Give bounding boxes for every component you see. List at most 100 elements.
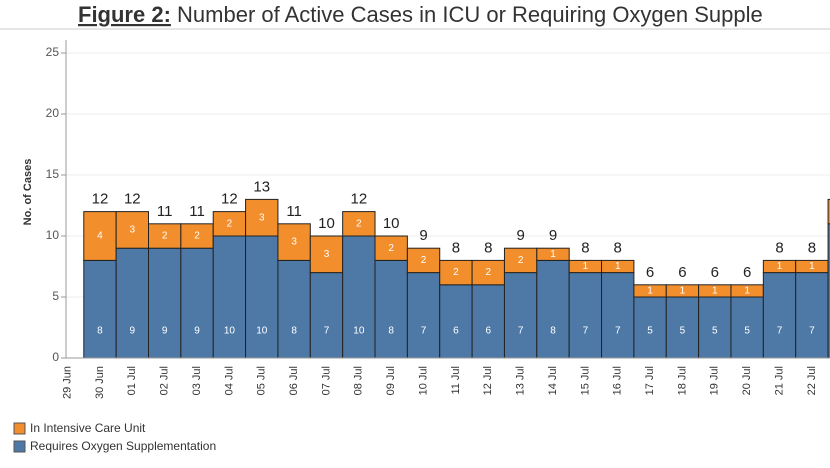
y-tick-label: 5 — [52, 289, 59, 303]
bar-segment — [439, 259, 473, 286]
bar-segment — [795, 272, 829, 359]
x-tick-label: 19 Jul — [709, 366, 721, 395]
total-label: 8 — [484, 239, 492, 256]
y-tick-label: 15 — [46, 167, 60, 181]
bar-segment — [471, 259, 505, 286]
y-axis-label: No. of Cases — [22, 159, 34, 226]
total-label: 6 — [678, 264, 686, 281]
segment-label: 1 — [680, 286, 686, 297]
segment-label: 6 — [453, 326, 459, 337]
segment-label: 2 — [356, 218, 362, 229]
x-tick-label: 10 Jul — [417, 366, 429, 395]
bar-segment — [83, 259, 117, 359]
segment-label: 5 — [744, 326, 750, 337]
segment-label: 3 — [130, 225, 136, 236]
total-label: 11 — [157, 203, 173, 220]
bar-segment — [503, 247, 538, 274]
segment-label: 8 — [388, 326, 394, 337]
segment-label: 8 — [550, 326, 556, 337]
segment-label: 4 — [97, 231, 103, 242]
bar-segment — [568, 272, 603, 359]
x-tick-label: 17 Jul — [644, 366, 656, 395]
segment-label: 7 — [615, 326, 621, 337]
x-tick-label: 20 Jul — [741, 366, 753, 395]
segment-label: 10 — [224, 326, 236, 337]
bar-segment — [309, 272, 344, 359]
x-tick-label: 07 Jul — [320, 366, 332, 395]
segment-label: 8 — [97, 326, 103, 337]
bar-segment — [212, 235, 247, 359]
bar-segment — [148, 247, 182, 359]
segment-label: 5 — [647, 326, 653, 337]
segment-label: 5 — [680, 326, 686, 337]
segment-label: 10 — [256, 326, 268, 337]
segment-label: 5 — [712, 326, 718, 337]
x-tick-label: 04 Jul — [223, 366, 235, 395]
bar-segment — [406, 272, 441, 359]
bar-segment — [309, 235, 344, 274]
segment-label: 1 — [583, 261, 589, 272]
segment-label: 1 — [647, 286, 653, 297]
x-tick-label: 12 Jul — [482, 366, 494, 395]
x-tick-label: 29 Jun — [62, 366, 74, 399]
total-label: 6 — [646, 264, 654, 281]
segment-label: 3 — [291, 237, 297, 248]
bar-segment — [245, 198, 279, 237]
bar-segment — [342, 235, 376, 359]
segment-label: 7 — [421, 326, 427, 337]
segment-label: 2 — [227, 218, 233, 229]
total-label: 6 — [743, 264, 751, 281]
segment-label: 2 — [162, 231, 168, 242]
total-label: 8 — [808, 239, 816, 256]
total-label: 8 — [775, 239, 783, 256]
bar-segment — [471, 284, 505, 359]
y-tick-label: 0 — [52, 350, 59, 364]
title-text: Number of Active Cases in ICU or Requiri… — [177, 2, 763, 27]
segment-label: 1 — [777, 261, 783, 272]
segment-label: 2 — [388, 243, 394, 254]
segment-label: 7 — [324, 326, 330, 337]
bar-segment — [536, 247, 570, 261]
segment-label: 2 — [518, 255, 524, 266]
total-label: 9 — [419, 227, 427, 244]
segment-label: 7 — [518, 326, 524, 337]
segment-label: 10 — [353, 326, 365, 337]
total-label: 12 — [124, 191, 141, 208]
segment-label: 7 — [583, 326, 589, 337]
segment-label: 1 — [744, 286, 750, 297]
total-label: 8 — [614, 239, 622, 256]
x-tick-label: 18 Jul — [676, 366, 688, 395]
x-tick-label: 03 Jul — [191, 366, 203, 395]
bar-segment — [601, 272, 635, 359]
x-tick-label: 09 Jul — [385, 366, 397, 395]
segment-label: 1 — [809, 261, 815, 272]
y-tick-label: 20 — [46, 106, 60, 120]
x-tick-label: 30 Jun — [94, 366, 106, 399]
x-tick-label: 16 Jul — [612, 366, 624, 395]
title-prefix: Figure 2: — [78, 2, 171, 27]
bar-segment — [601, 259, 635, 274]
total-label: 10 — [318, 215, 335, 232]
x-tick-label: 05 Jul — [256, 366, 268, 395]
segment-label: 9 — [162, 326, 168, 337]
x-tick-label: 08 Jul — [353, 366, 365, 395]
legend-swatch — [13, 422, 26, 435]
total-label: 11 — [189, 203, 205, 220]
bar-segment — [536, 259, 570, 359]
x-tick-label: 01 Jul — [126, 366, 138, 395]
bar-segment — [342, 211, 376, 237]
segment-label: 7 — [777, 326, 783, 337]
total-label: 11 — [286, 203, 302, 220]
segment-label: 2 — [194, 231, 200, 242]
segment-label: 3 — [259, 212, 265, 223]
total-label: 8 — [452, 239, 460, 256]
segment-label: 9 — [130, 326, 136, 337]
segment-label: 9 — [194, 326, 200, 337]
y-tick-label: 25 — [46, 45, 60, 59]
bar-segment — [180, 247, 214, 359]
total-label: 12 — [350, 191, 367, 208]
x-tick-label: 14 Jul — [547, 366, 559, 395]
x-tick-label: 02 Jul — [159, 366, 171, 395]
total-label: 9 — [549, 227, 557, 244]
